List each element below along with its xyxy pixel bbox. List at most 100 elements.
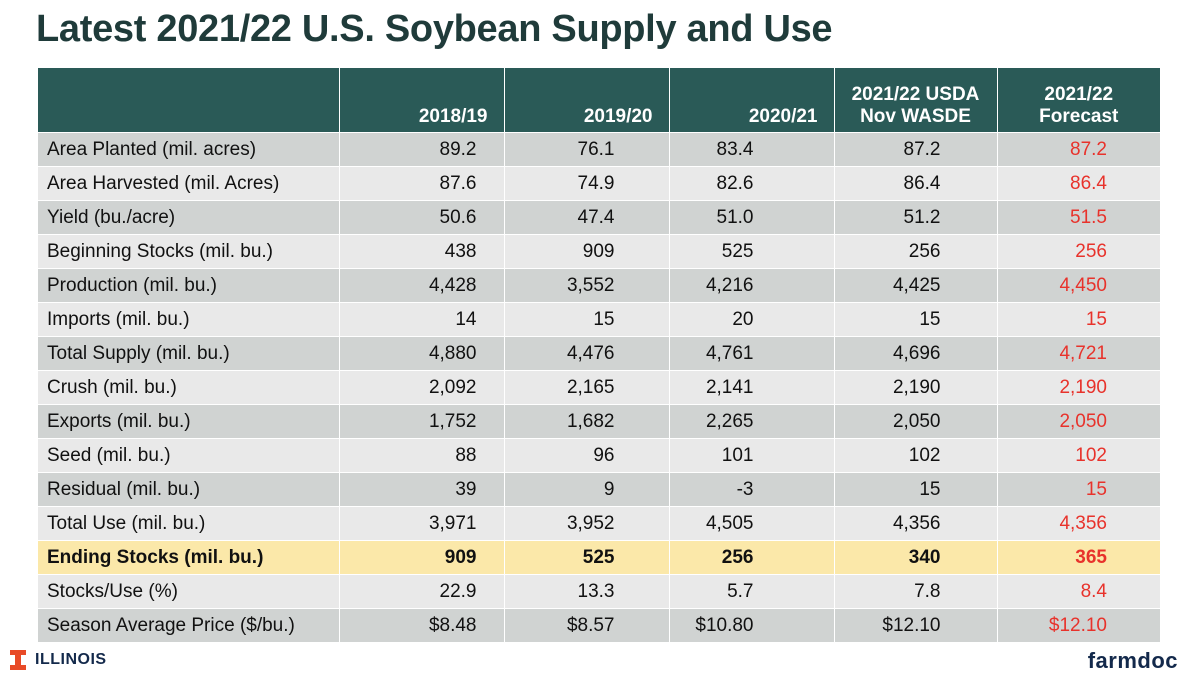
value-2020-21: 2,265 [669,404,835,439]
value-2019-20: $8.57 [504,608,670,642]
value-2018-19: 4,428 [339,268,505,303]
table-row-highlighted: Ending Stocks (mil. bu.) 909 525 256 340 365 [38,540,1160,575]
header-2021-22-forecast: 2021/22 Forecast [997,68,1160,133]
value-2019-20: 909 [504,234,670,269]
value-2019-20: 3,952 [504,506,670,541]
value-2018-19: 88 [339,438,505,473]
value-2021-22-forecast: 2,190 [997,370,1160,405]
table-row: Residual (mil. bu.) 39 9 -3 15 15 [38,472,1160,507]
header-2018-19: 2018/19 [339,68,505,133]
value-2021-22-wasde: 340 [834,540,998,575]
value-2021-22-wasde: 2,050 [834,404,998,439]
page-title: Latest 2021/22 U.S. Soybean Supply and U… [36,8,833,50]
value-2019-20: 13.3 [504,574,670,609]
row-label: Crush (mil. bu.) [38,370,340,405]
value-2019-20: 2,165 [504,370,670,405]
value-2020-21: 4,761 [669,336,835,371]
row-label: Total Use (mil. bu.) [38,506,340,541]
value-2020-21: 4,216 [669,268,835,303]
value-2021-22-forecast: 15 [997,302,1160,337]
row-label: Area Harvested (mil. Acres) [38,166,340,201]
supply-use-table: 2018/19 2019/20 2020/21 2021/22 USDA Nov … [38,68,1160,642]
value-2019-20: 47.4 [504,200,670,235]
table-row: Area Harvested (mil. Acres) 87.6 74.9 82.6 8… [38,166,1160,201]
value-2018-19: 2,092 [339,370,505,405]
value-2020-21: 82.6 [669,166,835,201]
value-2018-19: $8.48 [339,608,505,642]
value-2021-22-forecast: $12.10 [997,608,1160,642]
value-2021-22-forecast: 51.5 [997,200,1160,235]
table-row: Beginning Stocks (mil. bu.) 438 909 525 256 2… [38,234,1160,269]
table-row: Total Use (mil. bu.) 3,971 3,952 4,505 4,356… [38,506,1160,541]
table-row: Exports (mil. bu.) 1,752 1,682 2,265 2,050 2,… [38,404,1160,439]
value-2021-22-wasde: 87.2 [834,132,998,167]
value-2019-20: 96 [504,438,670,473]
value-2021-22-forecast: 4,450 [997,268,1160,303]
table-row: Seed (mil. bu.) 88 96 101 102 102 [38,438,1160,473]
value-2021-22-forecast: 365 [997,540,1160,575]
value-2021-22-wasde: 15 [834,302,998,337]
row-label: Seed (mil. bu.) [38,438,340,473]
value-2021-22-wasde: 51.2 [834,200,998,235]
value-2020-21: 525 [669,234,835,269]
table-row: Total Supply (mil. bu.) 4,880 4,476 4,761 4,… [38,336,1160,371]
value-2018-19: 50.6 [339,200,505,235]
value-2020-21: $10.80 [669,608,835,642]
row-label: Ending Stocks (mil. bu.) [38,540,340,575]
value-2018-19: 39 [339,472,505,507]
row-label: Total Supply (mil. bu.) [38,336,340,371]
value-2018-19: 1,752 [339,404,505,439]
value-2018-19: 438 [339,234,505,269]
value-2019-20: 9 [504,472,670,507]
value-2020-21: 5.7 [669,574,835,609]
table-row: Stocks/Use (%) 22.9 13.3 5.7 7.8 8.4 [38,574,1160,609]
value-2020-21: 256 [669,540,835,575]
illinois-logo: ILLINOIS [10,650,107,670]
value-2019-20: 3,552 [504,268,670,303]
header-label-col [38,68,340,133]
value-2020-21: 101 [669,438,835,473]
value-2021-22-wasde: $12.10 [834,608,998,642]
row-label: Exports (mil. bu.) [38,404,340,439]
value-2021-22-wasde: 2,190 [834,370,998,405]
value-2021-22-forecast: 4,356 [997,506,1160,541]
block-i-icon [10,650,26,670]
value-2021-22-wasde: 256 [834,234,998,269]
table-row: Crush (mil. bu.) 2,092 2,165 2,141 2,190 2,19… [38,370,1160,405]
value-2019-20: 4,476 [504,336,670,371]
row-label: Residual (mil. bu.) [38,472,340,507]
table-row: Production (mil. bu.) 4,428 3,552 4,216 4,42… [38,268,1160,303]
value-2021-22-wasde: 15 [834,472,998,507]
value-2018-19: 4,880 [339,336,505,371]
value-2019-20: 15 [504,302,670,337]
header-2019-20: 2019/20 [504,68,670,133]
value-2018-19: 14 [339,302,505,337]
value-2019-20: 74.9 [504,166,670,201]
table-row: Yield (bu./acre) 50.6 47.4 51.0 51.2 51.5 [38,200,1160,235]
value-2021-22-wasde: 4,356 [834,506,998,541]
value-2021-22-forecast: 87.2 [997,132,1160,167]
value-2021-22-forecast: 4,721 [997,336,1160,371]
value-2021-22-forecast: 2,050 [997,404,1160,439]
value-2020-21: -3 [669,472,835,507]
header-2021-22-wasde: 2021/22 USDA Nov WASDE [834,68,998,133]
value-2020-21: 51.0 [669,200,835,235]
header-2020-21: 2020/21 [669,68,835,133]
row-label: Production (mil. bu.) [38,268,340,303]
value-2021-22-forecast: 102 [997,438,1160,473]
value-2019-20: 76.1 [504,132,670,167]
row-label: Stocks/Use (%) [38,574,340,609]
value-2018-19: 89.2 [339,132,505,167]
value-2020-21: 83.4 [669,132,835,167]
value-2018-19: 22.9 [339,574,505,609]
value-2021-22-wasde: 4,425 [834,268,998,303]
value-2020-21: 20 [669,302,835,337]
value-2020-21: 2,141 [669,370,835,405]
value-2020-21: 4,505 [669,506,835,541]
value-2021-22-forecast: 256 [997,234,1160,269]
table-row: Season Average Price ($/bu.) $8.48 $8.57 $1… [38,608,1160,642]
table-row: Area Planted (mil. acres) 89.2 76.1 83.4 87.… [38,132,1160,167]
farmdoc-logo: farmdoc [1087,648,1178,673]
value-2021-22-forecast: 15 [997,472,1160,507]
value-2018-19: 87.6 [339,166,505,201]
